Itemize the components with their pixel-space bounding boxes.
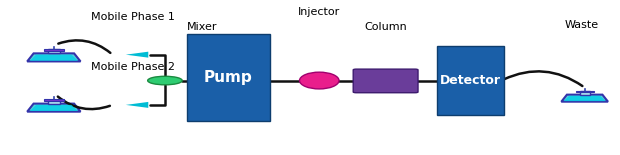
Circle shape bbox=[148, 76, 182, 85]
Text: Injector: Injector bbox=[298, 7, 340, 18]
FancyBboxPatch shape bbox=[187, 34, 270, 121]
Text: Waste: Waste bbox=[565, 20, 599, 30]
Text: Column: Column bbox=[364, 22, 407, 32]
Text: Pump: Pump bbox=[204, 70, 252, 85]
Polygon shape bbox=[30, 55, 78, 61]
Polygon shape bbox=[30, 105, 78, 111]
FancyBboxPatch shape bbox=[436, 46, 505, 115]
Text: Mobile Phase 1: Mobile Phase 1 bbox=[91, 12, 175, 22]
Polygon shape bbox=[126, 102, 148, 108]
Polygon shape bbox=[27, 104, 81, 112]
Polygon shape bbox=[561, 95, 608, 102]
Text: Detector: Detector bbox=[440, 74, 501, 87]
Ellipse shape bbox=[299, 72, 339, 89]
FancyBboxPatch shape bbox=[580, 91, 590, 95]
FancyBboxPatch shape bbox=[48, 100, 60, 104]
Polygon shape bbox=[27, 53, 81, 61]
FancyBboxPatch shape bbox=[44, 49, 64, 51]
Text: Mobile Phase 2: Mobile Phase 2 bbox=[91, 62, 175, 72]
Polygon shape bbox=[126, 52, 148, 58]
FancyBboxPatch shape bbox=[576, 91, 593, 92]
FancyBboxPatch shape bbox=[44, 99, 64, 101]
FancyBboxPatch shape bbox=[48, 49, 60, 53]
Text: Mixer: Mixer bbox=[187, 22, 217, 32]
FancyBboxPatch shape bbox=[353, 69, 418, 93]
Polygon shape bbox=[564, 96, 606, 101]
